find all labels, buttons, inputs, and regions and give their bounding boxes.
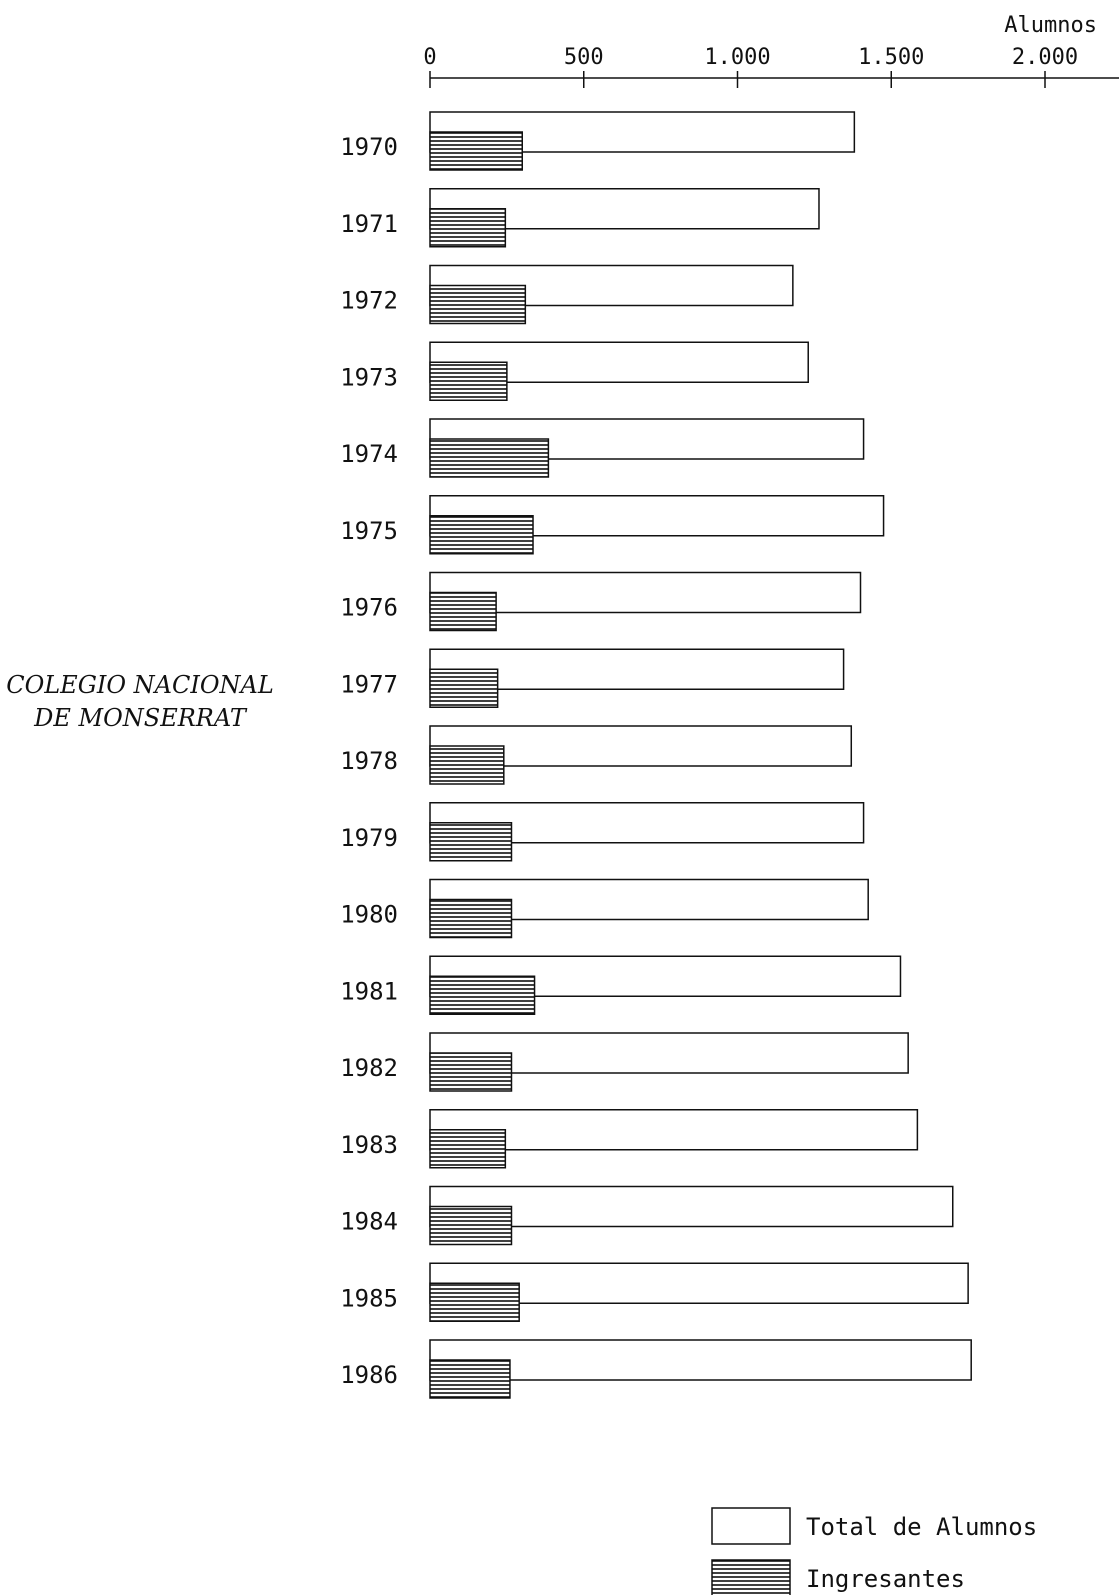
legend-label: Total de Alumnos	[806, 1513, 1037, 1541]
ingresantes-bar	[429, 1129, 507, 1169]
ingresantes-bar	[429, 131, 523, 171]
year-label: 1977	[340, 670, 398, 698]
year-label: 1970	[340, 133, 398, 161]
ingresantes-bar	[429, 208, 507, 248]
year-label: 1979	[340, 824, 398, 852]
bar-group: 1980	[340, 878, 869, 939]
bar-group: 1981	[340, 955, 902, 1015]
x-axis: 0 500 1.000 1.500 2.000	[423, 45, 1119, 88]
x-tick-label: 0	[423, 45, 436, 70]
chart-title-line-2: DE MONSERRAT	[33, 704, 248, 732]
bar-group: 1983	[340, 1109, 919, 1169]
year-label: 1980	[340, 901, 398, 929]
year-label: 1971	[340, 210, 398, 238]
x-tick-label: 2.000	[1012, 45, 1078, 70]
bar-group: 1984	[340, 1185, 954, 1246]
year-label: 1984	[340, 1208, 398, 1236]
chart-title-line-1: COLEGIO NACIONAL	[6, 671, 274, 699]
bar-group: 1972	[340, 264, 794, 325]
year-label: 1972	[340, 287, 398, 315]
legend-label: Ingresantes	[806, 1565, 965, 1593]
ingresantes-bar	[429, 1359, 511, 1399]
ingresantes-bar	[429, 284, 527, 325]
bar-group: 1977	[340, 648, 845, 708]
ingresantes-bar	[429, 745, 505, 785]
year-label: 1981	[340, 977, 398, 1005]
ingresantes-bar	[429, 438, 550, 478]
bar-group: 1986	[340, 1339, 972, 1399]
ingresantes-bar	[429, 1282, 520, 1322]
legend: Total de Alumnos Ingresantes	[711, 1507, 1037, 1595]
ingresantes-bar	[429, 668, 499, 708]
bar-group: 1978	[340, 725, 853, 785]
legend-item: Ingresantes	[711, 1559, 965, 1595]
ingresantes-bar	[429, 1205, 513, 1246]
x-tick-label: 500	[564, 45, 604, 70]
total-bar	[429, 1109, 919, 1151]
year-label: 1973	[340, 363, 398, 391]
bar-group: 1971	[340, 188, 820, 248]
bar-group: 1973	[340, 341, 809, 401]
chart-title: COLEGIO NACIONAL DE MONSERRAT	[6, 671, 274, 732]
ingresantes-bar	[429, 898, 513, 939]
legend-item: Total de Alumnos	[711, 1507, 1037, 1545]
bar-group: 1976	[340, 571, 862, 632]
axis-label: Alumnos	[1004, 13, 1097, 38]
total-bar	[429, 571, 862, 614]
x-tick-label: 1.000	[704, 45, 770, 70]
bar-group: 1985	[340, 1262, 969, 1322]
year-label: 1985	[340, 1284, 398, 1312]
bar-group: 1975	[340, 495, 885, 555]
ingresantes-bar	[429, 1052, 513, 1092]
total-bar	[429, 1185, 954, 1228]
ingresantes-bar	[429, 822, 513, 862]
legend-swatch	[711, 1559, 791, 1595]
ingresantes-bar	[429, 975, 536, 1015]
year-label: 1986	[340, 1361, 398, 1389]
bars: 1970 1971 1972 1973 1974 1975 1976 1977 1978 1979…	[340, 111, 972, 1399]
ingresantes-bar	[429, 591, 497, 632]
bar-group: 1970	[340, 111, 856, 171]
year-label: 1974	[340, 440, 398, 468]
year-label: 1976	[340, 594, 398, 622]
bar-group: 1979	[340, 802, 865, 862]
total-bar	[429, 648, 845, 690]
year-label: 1975	[340, 517, 398, 545]
bar-group: 1982	[340, 1032, 909, 1092]
total-bar	[429, 1339, 972, 1381]
ingresantes-bar	[429, 515, 534, 555]
year-label: 1982	[340, 1054, 398, 1082]
x-tick-label: 1.500	[858, 45, 924, 70]
ingresantes-bar	[429, 361, 508, 401]
bar-group: 1974	[340, 418, 865, 478]
year-label: 1978	[340, 747, 398, 775]
year-label: 1983	[340, 1131, 398, 1159]
legend-swatch	[711, 1507, 791, 1545]
